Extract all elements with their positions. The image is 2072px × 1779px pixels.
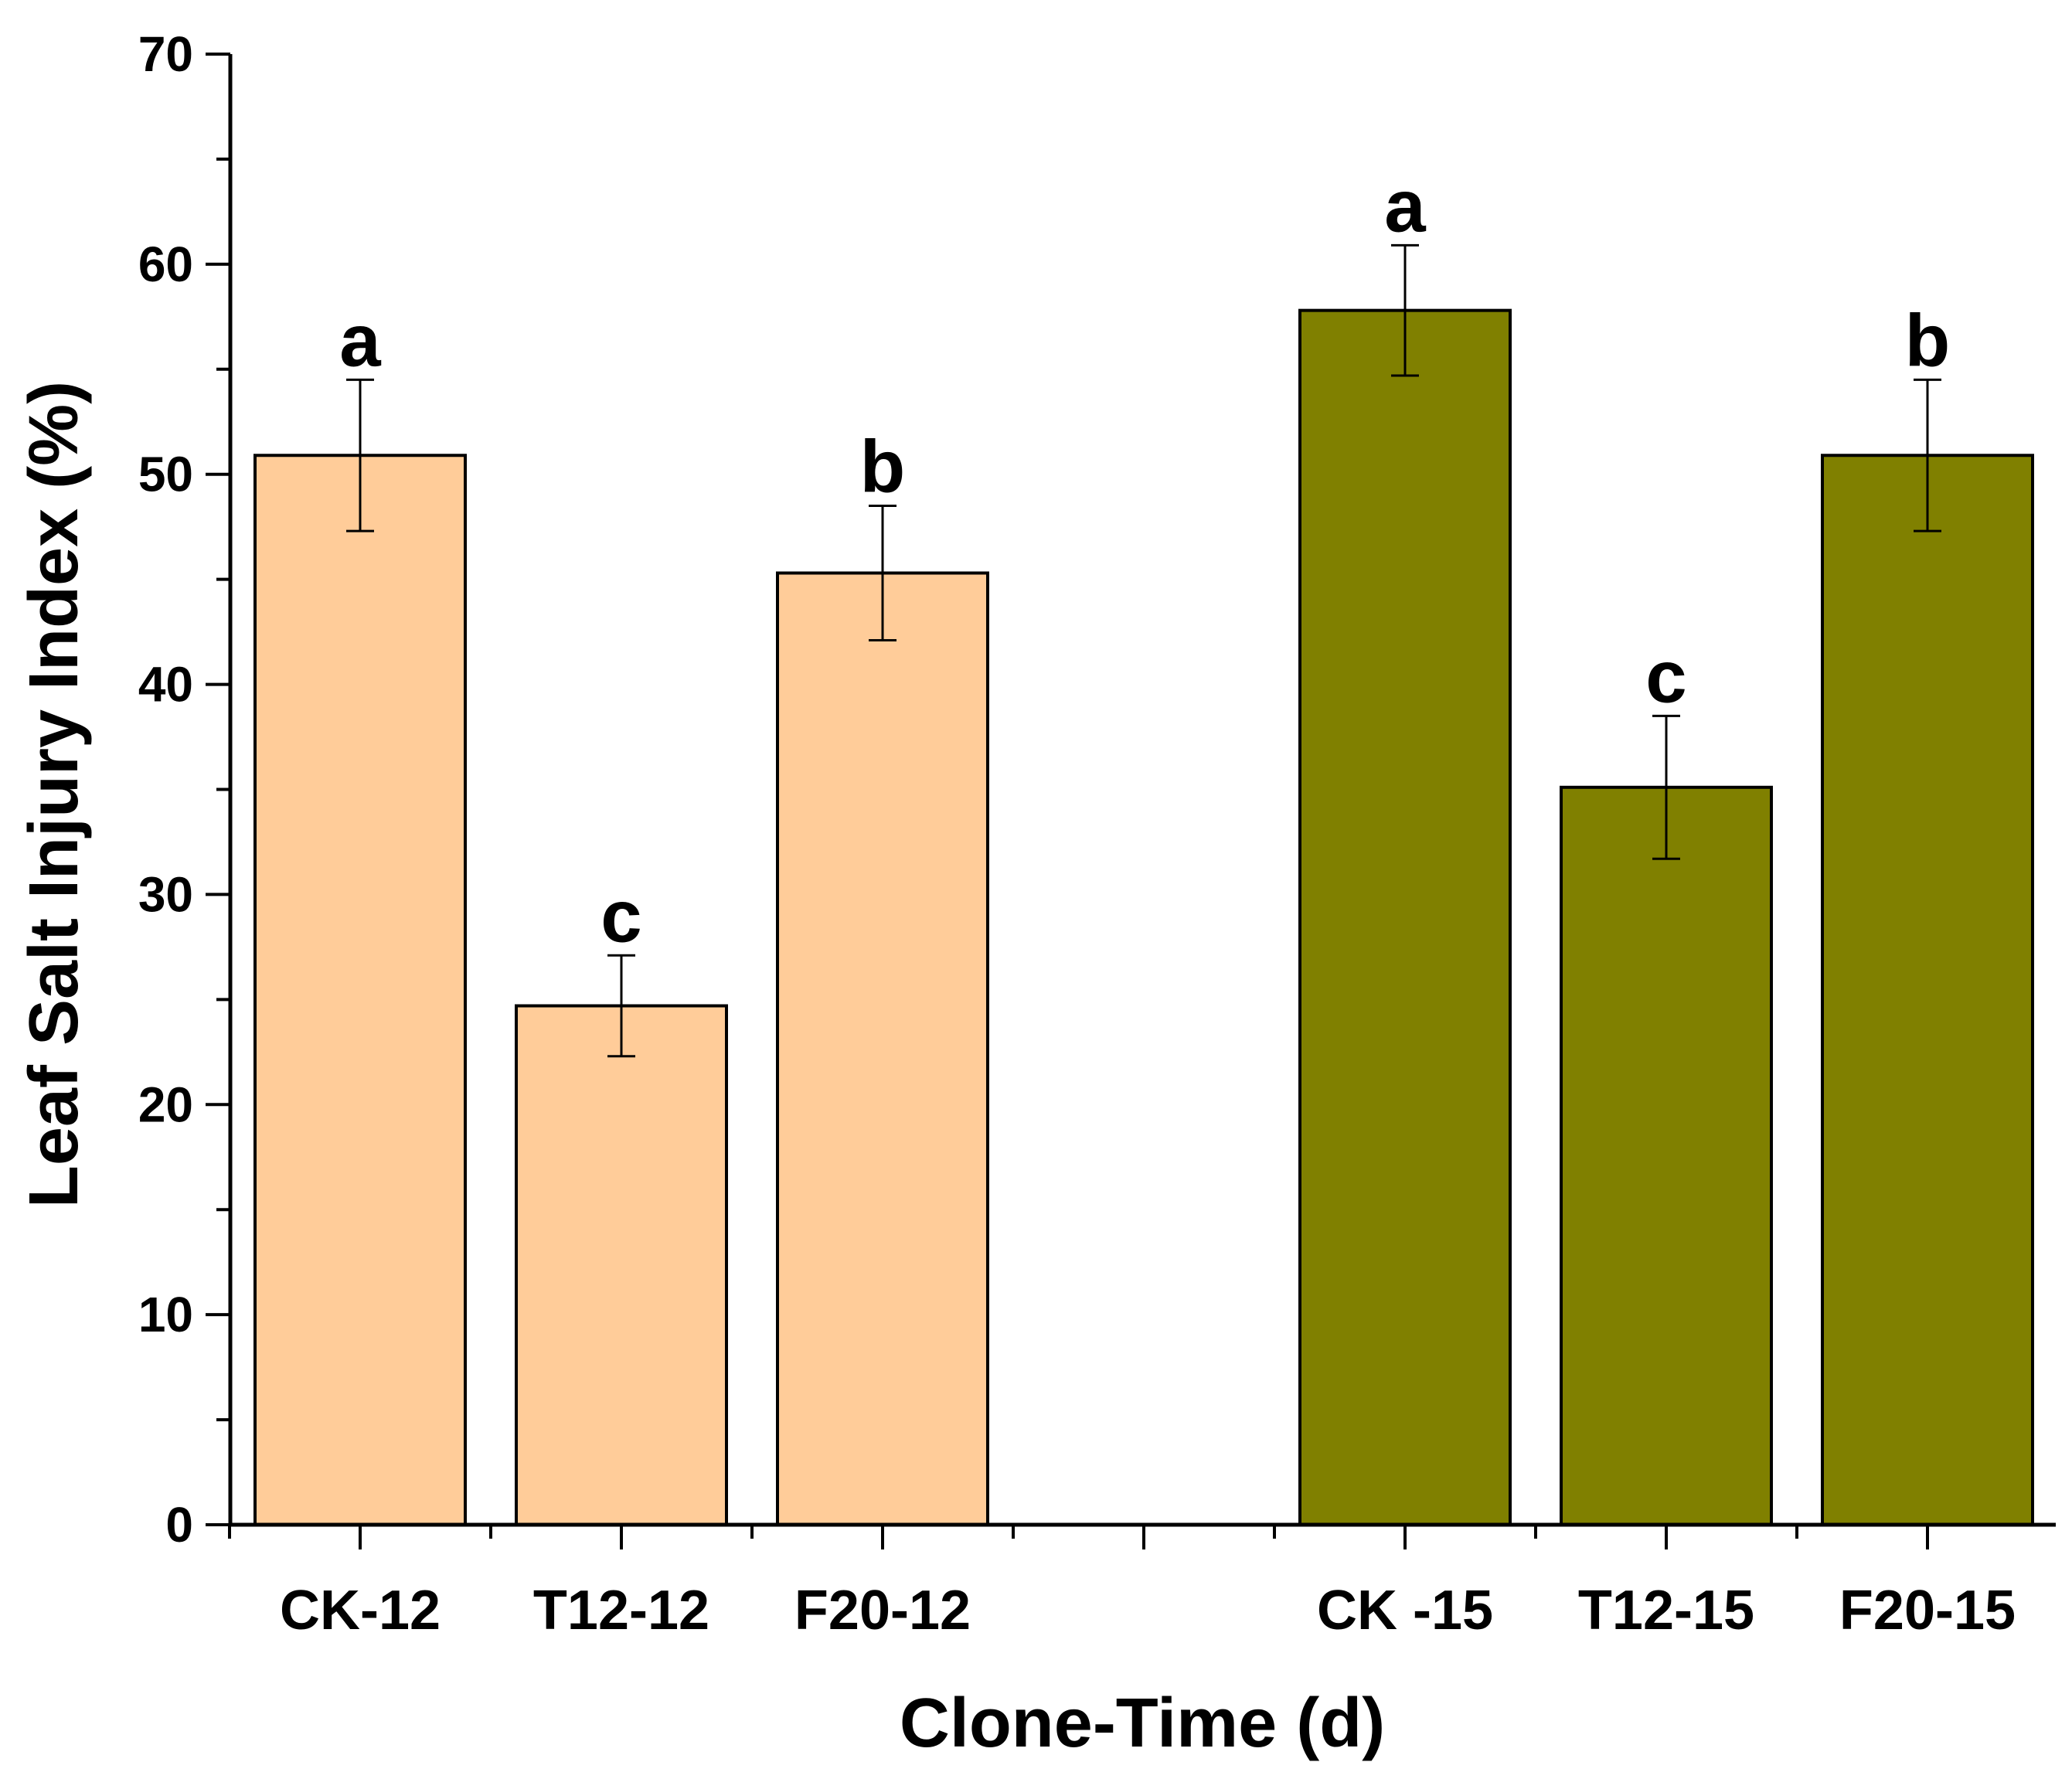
y-tick-label: 0 (165, 1497, 193, 1553)
x-tick-label: T12-12 (533, 1580, 709, 1641)
x-tick-label: F20-15 (1839, 1580, 2016, 1641)
bar-f20-15 (1821, 454, 2034, 1526)
error-bars-layer (346, 243, 1941, 1058)
significance-letter: b (1905, 299, 1951, 382)
bar-ck-12 (253, 454, 467, 1526)
x-tick-label: CK -15 (1317, 1580, 1493, 1641)
bars-layer (253, 308, 2034, 1526)
ticks-layer (206, 53, 1929, 1549)
x-tick-label: F20-12 (794, 1580, 971, 1641)
significance-letter: a (339, 299, 381, 382)
y-tick-label: 70 (138, 26, 193, 82)
significance-letter: c (601, 875, 641, 958)
x-axis-title: Clone-Time (d) (900, 1685, 1385, 1762)
significance-letter: c (1645, 635, 1686, 718)
labels-layer: a c b a c b 0 10 20 30 40 50 60 70 CK-12 T12-12 F20-12 CK… (138, 26, 2016, 1641)
axes-layer (228, 54, 2056, 1527)
y-tick-label: 10 (138, 1287, 193, 1342)
y-tick-label: 50 (138, 447, 193, 502)
bar-f20-12 (776, 571, 989, 1526)
y-tick-label: 30 (138, 866, 193, 922)
bar-ck-15 (1298, 308, 1512, 1526)
bar-t12-12 (515, 1004, 728, 1526)
y-tick-label: 60 (138, 236, 193, 292)
y-axis-title: Leaf Salt Injury Index (%) (15, 381, 93, 1208)
significance-letter: b (860, 425, 906, 508)
y-tick-label: 20 (138, 1077, 193, 1132)
x-tick-label: CK-12 (280, 1580, 441, 1641)
significance-letter: a (1384, 165, 1426, 247)
bar-t12-15 (1560, 785, 1773, 1526)
y-tick-label: 40 (138, 657, 193, 713)
x-tick-label: T12-15 (1578, 1580, 1754, 1641)
